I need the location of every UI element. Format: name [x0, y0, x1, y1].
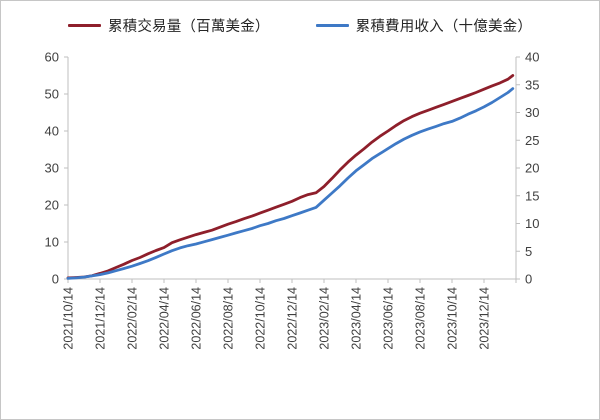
x-axis-label: 2023/10/14 [445, 287, 459, 350]
x-axis-label: 2022/06/14 [189, 287, 203, 350]
y-axis-left-label: 60 [45, 50, 59, 65]
legend-item-volume: 累積交易量（百萬美金） [67, 15, 270, 36]
x-axis-label: 2023/04/14 [349, 287, 363, 350]
y-axis-left-label: 50 [45, 87, 59, 102]
y-axis-right-label: 35 [525, 77, 539, 92]
y-axis-right-label: 5 [525, 244, 532, 259]
x-axis-label: 2022/12/14 [285, 287, 299, 350]
y-axis-left-label: 30 [45, 161, 59, 176]
y-axis-right-label: 30 [525, 105, 539, 120]
x-axis-label: 2022/04/14 [157, 287, 171, 350]
x-axis-label: 2022/02/14 [125, 287, 139, 350]
legend-label-volume: 累積交易量（百萬美金） [107, 19, 270, 35]
chart-legend: 累積交易量（百萬美金） 累積費用收入（十億美金） [1, 15, 599, 36]
x-axis-label: 2022/08/14 [221, 287, 235, 350]
x-axis-label: 2023/12/14 [477, 287, 491, 350]
fee-income-line-series [66, 87, 515, 280]
volume-line-series [66, 74, 515, 280]
x-axis-label: 2023/08/14 [413, 287, 427, 350]
legend-item-fee-income: 累積費用收入（十億美金） [315, 15, 533, 36]
y-axis-right-label: 0 [525, 272, 532, 287]
y-axis-left-label: 10 [45, 235, 59, 250]
y-axis-left-label: 40 [45, 124, 59, 139]
x-axis-label: 2021/12/14 [93, 287, 107, 350]
legend-label-fee-income: 累積費用收入（十億美金） [355, 19, 533, 35]
y-axis-right-label: 10 [525, 216, 539, 231]
y-axis-right-label: 15 [525, 188, 539, 203]
fee-income-line-swatch-icon [315, 24, 349, 27]
y-axis-right-label: 40 [525, 50, 539, 65]
x-axis-label: 2023/06/14 [381, 287, 395, 350]
y-axis-right-label: 20 [525, 161, 539, 176]
y-axis-right-label: 25 [525, 133, 539, 148]
x-axis-label: 2022/10/14 [253, 287, 267, 350]
volume-line-swatch-icon [67, 24, 101, 27]
x-axis-label: 2023/02/14 [317, 287, 331, 350]
y-axis-left-label: 0 [52, 272, 59, 287]
y-axis-left-label: 20 [45, 198, 59, 213]
x-axis-label: 2021/10/14 [61, 287, 75, 350]
